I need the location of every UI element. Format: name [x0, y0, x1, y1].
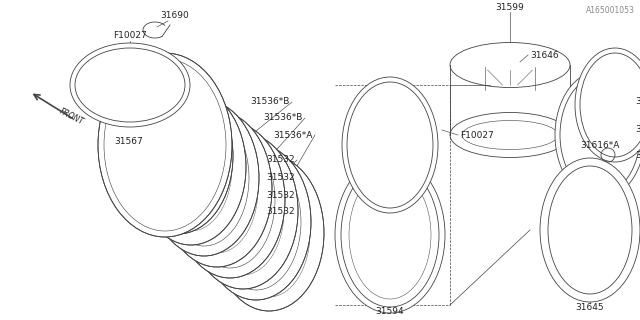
Text: 31594: 31594: [376, 308, 404, 316]
Ellipse shape: [123, 78, 233, 234]
Text: F10027: F10027: [113, 30, 147, 39]
Ellipse shape: [175, 122, 285, 278]
Ellipse shape: [136, 89, 246, 245]
Text: 31532: 31532: [266, 156, 295, 164]
Text: 31536*B: 31536*B: [264, 114, 303, 123]
Ellipse shape: [214, 155, 324, 311]
Ellipse shape: [540, 158, 640, 302]
Text: 31532: 31532: [266, 190, 295, 199]
Text: 31567: 31567: [115, 138, 143, 147]
Text: 31599: 31599: [495, 3, 524, 12]
Ellipse shape: [162, 111, 272, 267]
Ellipse shape: [201, 144, 311, 300]
Text: 31532: 31532: [266, 172, 295, 181]
Ellipse shape: [98, 53, 232, 237]
Text: 31647: 31647: [635, 150, 640, 159]
Ellipse shape: [342, 77, 438, 213]
Ellipse shape: [555, 71, 640, 199]
Text: 31616*A: 31616*A: [635, 125, 640, 134]
Text: F10027: F10027: [460, 131, 493, 140]
Ellipse shape: [149, 100, 259, 256]
Text: A165001053: A165001053: [586, 6, 635, 15]
Text: FRONT: FRONT: [58, 107, 86, 127]
Ellipse shape: [575, 48, 640, 162]
Text: 31616*B: 31616*B: [635, 98, 640, 107]
Ellipse shape: [70, 43, 190, 127]
Ellipse shape: [335, 157, 445, 313]
Text: 31690: 31690: [161, 11, 189, 20]
Ellipse shape: [188, 133, 298, 289]
Text: 31646: 31646: [530, 51, 559, 60]
Text: 31536*B: 31536*B: [251, 98, 290, 107]
Text: 31536*A: 31536*A: [274, 131, 313, 140]
Text: 31645: 31645: [576, 303, 604, 313]
Text: 31532: 31532: [266, 207, 295, 217]
Text: 31616*A: 31616*A: [580, 140, 620, 149]
